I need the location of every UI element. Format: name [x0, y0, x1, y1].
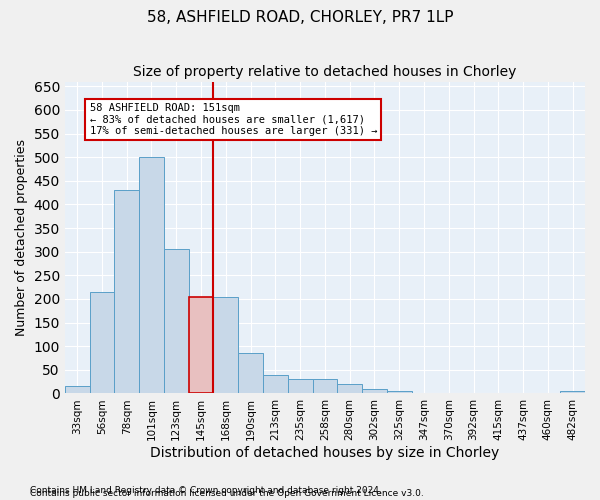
- Bar: [238, 354, 263, 394]
- Bar: [560, 391, 585, 394]
- Text: 58, ASHFIELD ROAD, CHORLEY, PR7 1LP: 58, ASHFIELD ROAD, CHORLEY, PR7 1LP: [147, 10, 453, 25]
- Bar: [89, 292, 115, 394]
- Bar: [337, 384, 362, 394]
- X-axis label: Distribution of detached houses by size in Chorley: Distribution of detached houses by size …: [150, 446, 500, 460]
- Bar: [362, 388, 387, 394]
- Title: Size of property relative to detached houses in Chorley: Size of property relative to detached ho…: [133, 65, 517, 79]
- Bar: [288, 380, 313, 394]
- Bar: [188, 296, 214, 394]
- Bar: [139, 157, 164, 394]
- Bar: [214, 296, 238, 394]
- Y-axis label: Number of detached properties: Number of detached properties: [15, 139, 28, 336]
- Bar: [115, 190, 139, 394]
- Bar: [263, 374, 288, 394]
- Bar: [313, 380, 337, 394]
- Text: Contains public sector information licensed under the Open Government Licence v3: Contains public sector information licen…: [30, 488, 424, 498]
- Bar: [387, 391, 412, 394]
- Text: 58 ASHFIELD ROAD: 151sqm
← 83% of detached houses are smaller (1,617)
17% of sem: 58 ASHFIELD ROAD: 151sqm ← 83% of detach…: [89, 103, 377, 136]
- Text: Contains HM Land Registry data © Crown copyright and database right 2024.: Contains HM Land Registry data © Crown c…: [30, 486, 382, 495]
- Bar: [164, 250, 188, 394]
- Bar: [65, 386, 89, 394]
